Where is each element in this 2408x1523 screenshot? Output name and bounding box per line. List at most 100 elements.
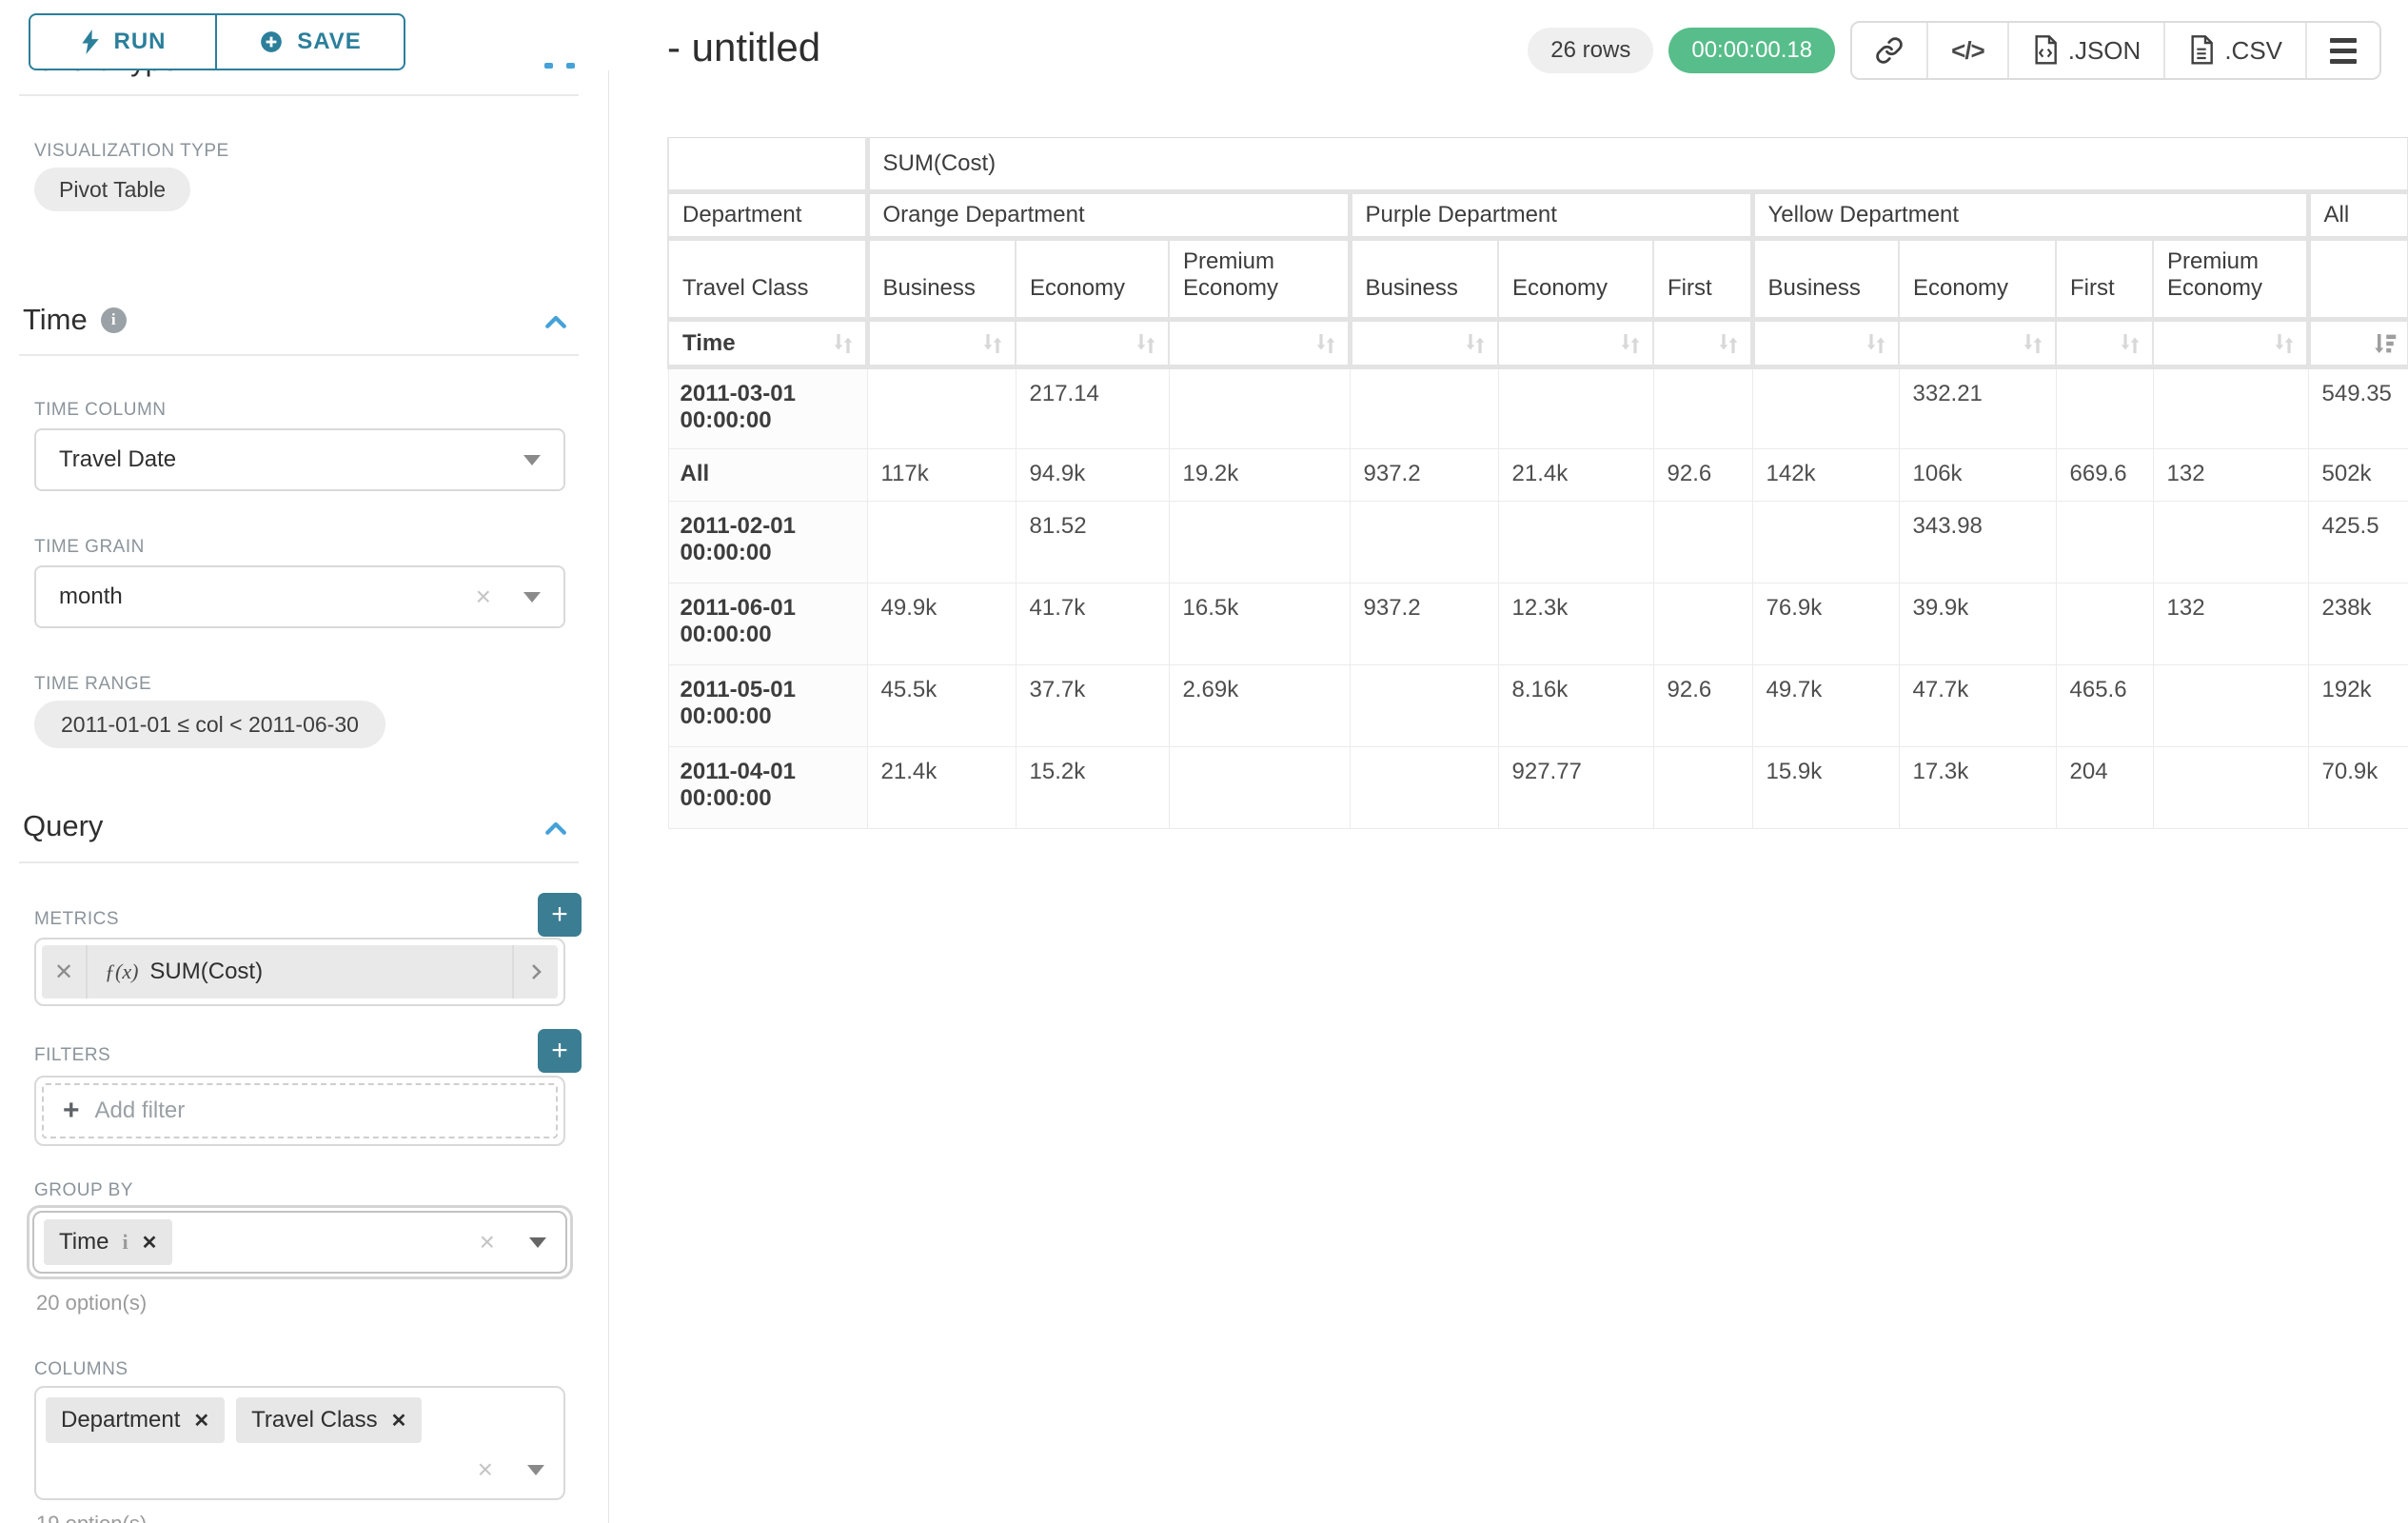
pivot-row-label: 2011-06-01 00:00:00 bbox=[667, 583, 868, 665]
pivot-cell: 502k bbox=[2307, 448, 2408, 502]
pivot-corner-cell bbox=[667, 137, 868, 194]
chart-title[interactable]: - untitled bbox=[667, 25, 821, 69]
caret-down-icon[interactable] bbox=[529, 1236, 546, 1248]
chevron-up-icon[interactable] bbox=[542, 815, 570, 843]
pivot-column-header: Economy bbox=[1898, 238, 2057, 322]
pivot-cell bbox=[1349, 664, 1499, 747]
remove-tag-icon[interactable]: ✕ bbox=[141, 1232, 158, 1254]
run-label: RUN bbox=[113, 29, 167, 54]
export-csv-button[interactable]: .CSV bbox=[2163, 23, 2305, 78]
query-timer-badge: 00:00:00.18 bbox=[1668, 28, 1836, 73]
columns-tag: Travel Class ✕ bbox=[236, 1397, 423, 1443]
pivot-all-column-header: All bbox=[2305, 191, 2408, 241]
plus-icon: + bbox=[63, 1095, 80, 1126]
sort-icon[interactable] bbox=[2270, 329, 2299, 358]
pivot-cell: 92.6 bbox=[1652, 448, 1753, 502]
divider bbox=[19, 354, 579, 356]
sort-icon[interactable] bbox=[1714, 329, 1743, 358]
pivot-cell: 49.7k bbox=[1751, 664, 1900, 747]
visualization-type-label: VISUALIZATION TYPE bbox=[34, 141, 229, 161]
info-icon[interactable]: i bbox=[100, 307, 127, 333]
pivot-cell: 132 bbox=[2152, 448, 2309, 502]
metric-pill[interactable]: ✕ ƒ(x) SUM(Cost) bbox=[42, 945, 558, 999]
pivot-cell: 132 bbox=[2152, 583, 2309, 665]
sort-icon[interactable] bbox=[829, 329, 858, 358]
pivot-sort-cell[interactable] bbox=[1749, 319, 1900, 369]
sort-descending-icon[interactable] bbox=[2371, 329, 2399, 358]
columns-options-hint: 19 option(s) bbox=[36, 1512, 147, 1523]
tag-label: Department bbox=[61, 1407, 181, 1433]
time-grain-value: month bbox=[59, 583, 123, 609]
pivot-data-row: 2011-04-01 00:00:00 21.4k 15.2k 927.77 15.9k… bbox=[667, 746, 2408, 829]
pivot-cell: 927.77 bbox=[1497, 746, 1654, 829]
pivot-sort-cell[interactable] bbox=[1497, 319, 1654, 369]
pivot-department-group-header: Yellow Department bbox=[1749, 191, 2309, 241]
file-code-icon bbox=[2035, 35, 2057, 65]
divider bbox=[19, 861, 579, 863]
time-range-pill[interactable]: 2011-01-01 ≤ col < 2011-06-30 bbox=[34, 701, 385, 748]
sort-icon[interactable] bbox=[1312, 329, 1340, 358]
pivot-sort-cell[interactable] bbox=[2055, 319, 2154, 369]
sort-icon[interactable] bbox=[1616, 329, 1645, 358]
caret-down-icon[interactable] bbox=[523, 591, 541, 603]
pivot-time-row-label[interactable]: Time bbox=[667, 319, 868, 369]
chevron-right-icon[interactable] bbox=[512, 945, 558, 999]
pivot-cell: 70.9k bbox=[2307, 746, 2408, 829]
pivot-table: SUM(Cost) Department Orange Department Purp… bbox=[667, 137, 2408, 829]
panel-resize-dots[interactable] bbox=[544, 63, 575, 69]
pivot-sort-cell[interactable] bbox=[2152, 319, 2309, 369]
remove-tag-icon[interactable]: ✕ bbox=[193, 1410, 210, 1432]
pivot-travel-class-axis-label: Travel Class bbox=[667, 238, 868, 322]
run-button[interactable]: RUN bbox=[29, 13, 217, 70]
chevron-up-icon[interactable] bbox=[542, 308, 570, 337]
sort-icon[interactable] bbox=[1862, 329, 1890, 358]
sort-icon[interactable] bbox=[1461, 329, 1490, 358]
pivot-cell: 549.35 bbox=[2307, 366, 2408, 449]
time-column-select[interactable]: Travel Date bbox=[34, 428, 565, 491]
visualization-type-pill[interactable]: Pivot Table bbox=[34, 168, 191, 211]
sort-icon[interactable] bbox=[2116, 329, 2144, 358]
add-metric-button[interactable]: + bbox=[538, 893, 582, 937]
pivot-column-header: Business bbox=[1347, 238, 1499, 322]
remove-metric-icon[interactable]: ✕ bbox=[42, 945, 88, 999]
caret-down-icon[interactable] bbox=[527, 1464, 544, 1475]
pivot-data-row: All 117k 94.9k 19.2k 937.2 21.4k 92.6 142k 106k 6… bbox=[667, 448, 2408, 502]
pivot-cell: 142k bbox=[1751, 448, 1900, 502]
time-grain-label: TIME GRAIN bbox=[34, 537, 145, 557]
pivot-cell bbox=[2055, 501, 2154, 583]
add-filter-plus-button[interactable]: + bbox=[538, 1029, 582, 1073]
pivot-sort-cell[interactable] bbox=[1015, 319, 1170, 369]
pivot-sort-cell[interactable] bbox=[1347, 319, 1499, 369]
info-icon[interactable]: i bbox=[122, 1230, 128, 1254]
clear-icon[interactable]: × bbox=[477, 1454, 493, 1484]
pivot-cell bbox=[2152, 746, 2309, 829]
chart-controls-sidebar: Chart Type RUN SAVE VISUALIZATION TYPE P… bbox=[0, 0, 609, 1523]
pivot-sort-cell[interactable] bbox=[1652, 319, 1753, 369]
sort-icon[interactable] bbox=[2019, 329, 2047, 358]
time-grain-select[interactable]: month × bbox=[34, 565, 565, 628]
caret-down-icon[interactable] bbox=[523, 454, 541, 465]
menu-button[interactable] bbox=[2305, 23, 2379, 78]
remove-tag-icon[interactable]: ✕ bbox=[390, 1410, 407, 1432]
copy-link-button[interactable] bbox=[1852, 23, 1927, 78]
pivot-cell: 238k bbox=[2307, 583, 2408, 665]
save-button[interactable]: SAVE bbox=[215, 13, 405, 70]
pivot-cell: 204 bbox=[2055, 746, 2154, 829]
pivot-sort-cell[interactable] bbox=[1898, 319, 2057, 369]
pivot-sort-cell[interactable] bbox=[1168, 319, 1351, 369]
pivot-column-header: Business bbox=[1749, 238, 1900, 322]
pivot-department-group-header: Orange Department bbox=[864, 191, 1351, 241]
group-by-select[interactable]: Time i ✕ × bbox=[27, 1205, 573, 1279]
pivot-cell: 16.5k bbox=[1168, 583, 1351, 665]
pivot-sort-cell[interactable] bbox=[2305, 319, 2408, 369]
columns-select[interactable]: Department ✕ Travel Class ✕ × bbox=[34, 1386, 565, 1500]
clear-icon[interactable]: × bbox=[475, 582, 491, 611]
add-filter-button[interactable]: + Add filter bbox=[42, 1083, 558, 1138]
export-json-button[interactable]: .JSON bbox=[2006, 23, 2164, 78]
sort-icon[interactable] bbox=[1132, 329, 1160, 358]
pivot-sort-cell[interactable] bbox=[864, 319, 1016, 369]
function-icon: ƒ(x) bbox=[105, 959, 139, 983]
view-query-button[interactable]: </> bbox=[1926, 23, 2007, 78]
sort-icon[interactable] bbox=[978, 329, 1007, 358]
clear-icon[interactable]: × bbox=[479, 1227, 495, 1256]
